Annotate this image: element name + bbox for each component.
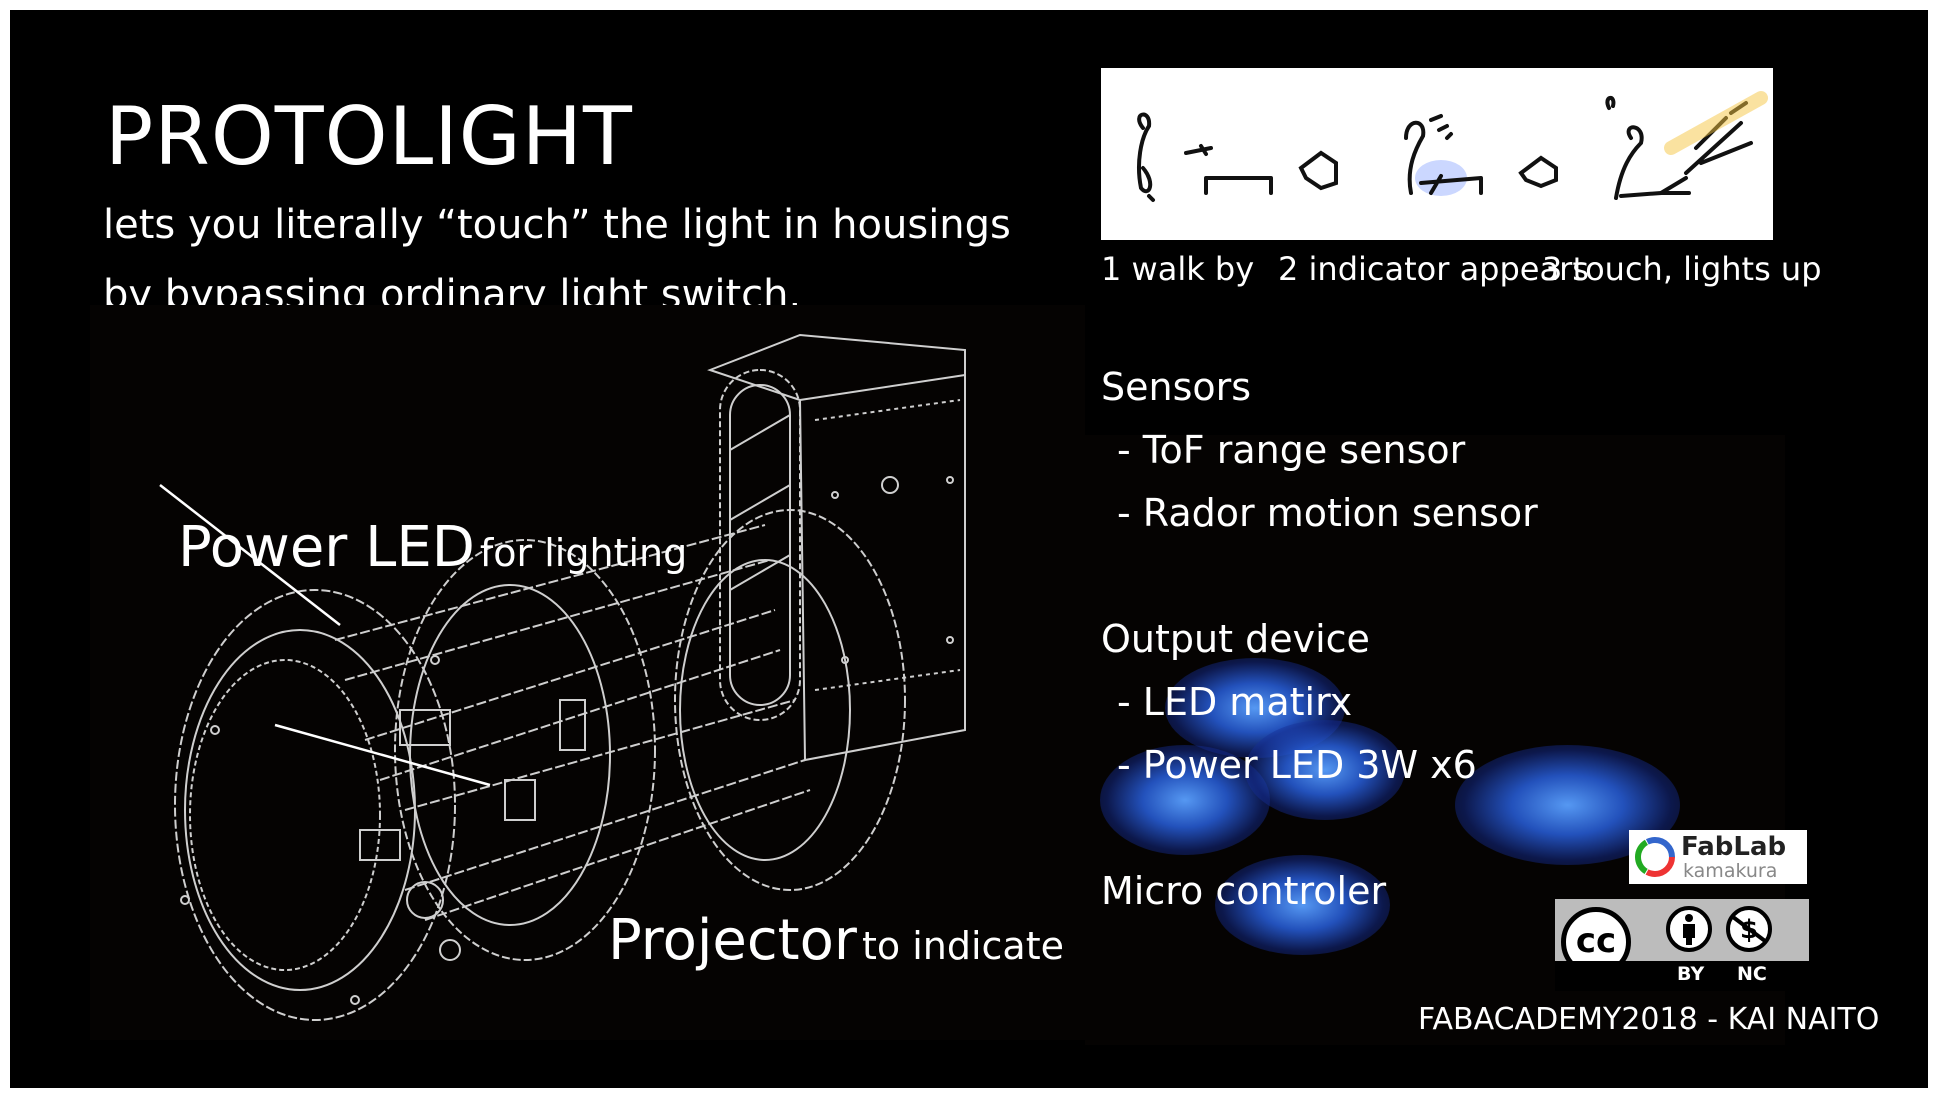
step-caption-3: 3 touch, lights up [1542,250,1822,288]
led-glow-2 [1100,745,1270,855]
by-label: BY [1677,963,1705,985]
device-wireframe-drawing [159,333,966,1021]
led-glow-3 [1245,720,1405,820]
nc-label: NC [1737,963,1767,985]
cc-license-badge: cc $ BY NC [1555,899,1809,991]
output-item-power-led: - Power LED 3W x6 [1117,743,1477,787]
slide: PROTOLIGHT lets you literally “touch” th… [10,10,1928,1088]
led-glow-5 [1215,855,1390,955]
subtitle-line-1: lets you literally “touch” the light in … [103,202,1011,248]
callout-projector: Projector to indicate [608,908,1064,973]
projector-note: to indicate [861,924,1064,968]
power-led-label: Power LED [178,515,475,580]
callout-power-led: Power LED for lighting [178,515,687,580]
fablab-logo-icon [1635,837,1675,877]
step-caption-1: 1 walk by [1101,250,1255,288]
projector-label: Projector [608,908,857,973]
micro-heading: Micro controler [1101,869,1387,913]
fablab-name: FabLab [1681,832,1787,862]
sensor-item-radar: - Rador motion sensor [1117,491,1538,535]
slide-title: PROTOLIGHT [105,90,633,183]
sensor-item-tof: - ToF range sensor [1117,428,1466,472]
usage-sketch-strip [1101,68,1773,240]
by-attribution-icon [1666,906,1712,952]
nc-noncommercial-icon: $ [1726,906,1772,952]
drawing-backdrop [90,305,1085,1040]
step-caption-2: 2 indicator appears [1278,250,1589,288]
fablab-place: kamakura [1683,860,1778,882]
output-item-led-matrix: - LED matirx [1117,680,1353,724]
author-credit: FABACADEMY2018 - KAI NAITO [1418,1002,1880,1037]
output-heading: Output device [1101,617,1370,661]
sensors-heading: Sensors [1101,365,1252,409]
power-led-note: for lighting [479,531,688,575]
fablab-logo: FabLab kamakura [1629,830,1807,884]
